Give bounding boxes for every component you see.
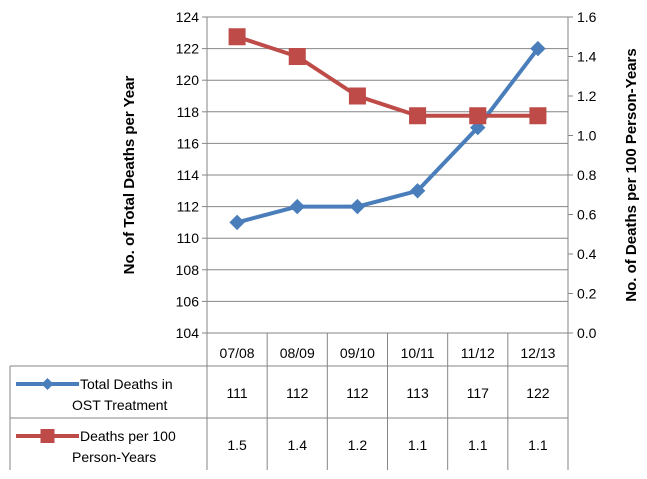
left-tick-label: 108 — [176, 262, 200, 278]
legend-marker — [40, 429, 55, 443]
legend-label: Total Deaths in — [80, 376, 173, 392]
left-tick-label: 110 — [177, 230, 200, 246]
right-tick-label: 0.6 — [577, 207, 597, 223]
category-label: 11/12 — [461, 345, 495, 361]
table-value: 1.1 — [528, 437, 548, 453]
plot-frame — [202, 16, 573, 334]
table-value: 1.1 — [468, 437, 488, 453]
right-tick-label: 0.8 — [577, 167, 597, 183]
data-point — [529, 107, 547, 125]
right-tick-label: 0.2 — [577, 286, 597, 302]
left-tick-label: 116 — [177, 135, 200, 151]
data-point — [289, 198, 305, 215]
legend-marker — [41, 378, 54, 390]
left-tick-label: 122 — [176, 41, 200, 57]
legend-label: Person-Years — [72, 449, 156, 465]
left-axis-title: No. of Total Deaths per Year — [121, 76, 138, 275]
right-tick-label: 1.6 — [577, 9, 597, 25]
table-value: 1.2 — [348, 437, 368, 453]
left-tick-label: 124 — [176, 9, 200, 25]
data-point — [349, 198, 366, 215]
right-tick-label: 1.0 — [577, 128, 597, 144]
left-tick-label: 118 — [177, 104, 200, 120]
data-point — [530, 40, 546, 57]
data-point — [229, 214, 245, 231]
left-tick-label: 106 — [176, 293, 200, 309]
legend-label: OST Treatment — [72, 397, 168, 413]
series-line — [236, 34, 538, 118]
left-axis-ticks: 104 106 108 110 112 114 116 118 120 122 124 — [176, 9, 200, 341]
data-point — [228, 28, 246, 46]
gridlines — [207, 16, 568, 334]
data-point — [348, 87, 366, 105]
category-label: 09/10 — [340, 345, 375, 361]
series-line — [236, 47, 540, 225]
table-value: 122 — [526, 385, 550, 401]
table-value: 112 — [286, 385, 309, 401]
category-label: 12/13 — [520, 345, 555, 361]
series-layer — [228, 28, 547, 231]
table-value: 113 — [406, 385, 429, 401]
data-table: 07/08 08/09 09/10 10/11 11/12 12/13 Total Deat… — [9, 333, 569, 470]
table-value: 1.5 — [227, 437, 247, 453]
right-tick-label: 0.4 — [577, 246, 597, 262]
table-value: 1.1 — [408, 437, 428, 453]
data-point — [409, 183, 426, 199]
left-tick-label: 104 — [176, 325, 200, 341]
right-tick-label: 0.0 — [577, 325, 597, 341]
right-axis-title: No. of Deaths per 100 Person-Years — [623, 48, 640, 301]
data-point — [409, 107, 427, 125]
left-tick-label: 112 — [177, 199, 200, 215]
table-value: 112 — [346, 385, 369, 401]
left-tick-label: 120 — [176, 72, 200, 88]
right-tick-label: 1.2 — [577, 88, 597, 104]
legend-label: Deaths per 100 — [80, 428, 176, 444]
table-value: 117 — [467, 385, 490, 401]
right-axis-ticks: 0.0 0.2 0.4 0.6 0.8 1.0 1.2 1.4 1.6 — [577, 9, 597, 341]
category-label: 07/08 — [220, 345, 255, 361]
left-tick-label: 114 — [177, 167, 200, 183]
data-point — [288, 48, 306, 65]
category-label: 10/11 — [401, 345, 435, 361]
right-tick-label: 1.4 — [577, 49, 597, 65]
data-point — [469, 107, 487, 125]
table-value: 1.4 — [288, 437, 308, 453]
table-value: 111 — [226, 385, 247, 401]
category-label: 08/09 — [280, 345, 315, 361]
